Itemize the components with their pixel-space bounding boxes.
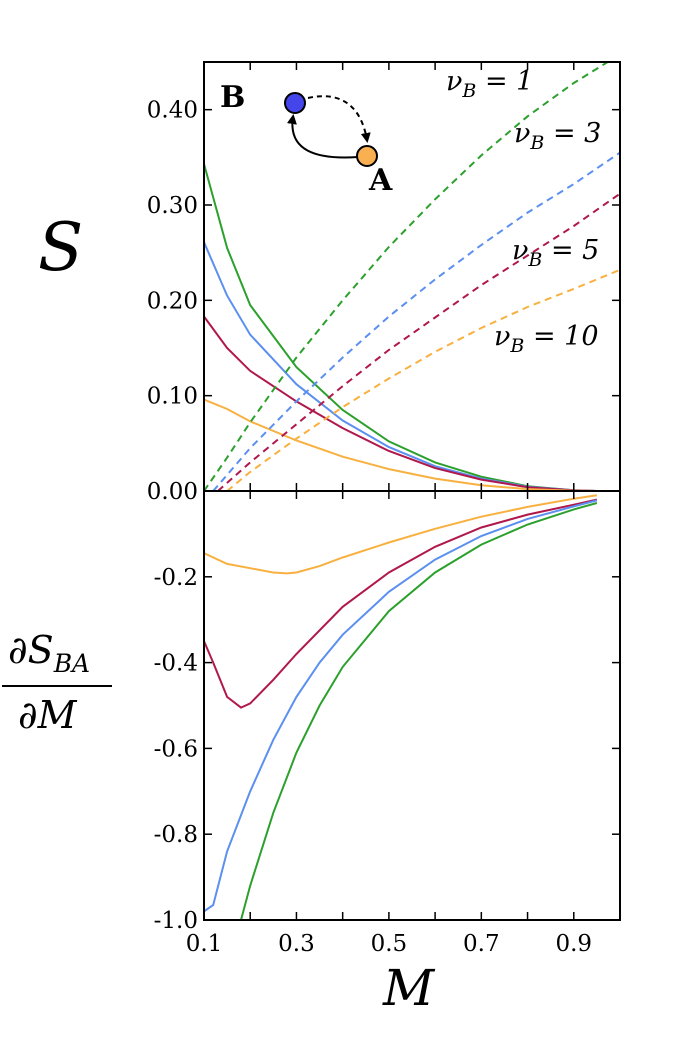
annotation-nub3-rest: = 3 bbox=[544, 118, 601, 149]
top-ylabel: S bbox=[38, 209, 83, 286]
annotation-nub10-base: ν bbox=[494, 321, 510, 352]
series-line-dashed_nuB5 bbox=[217, 192, 620, 491]
y-tick-label: -0.6 bbox=[154, 736, 198, 762]
annotation-nub5-base: ν bbox=[512, 235, 528, 266]
series-line-solid_nuB3 bbox=[204, 241, 597, 491]
inset-node-a-label: A bbox=[368, 163, 393, 198]
series-line-solid_nuB5 bbox=[204, 315, 597, 491]
x-tick-label: 0.1 bbox=[186, 931, 223, 957]
bottom-ylabel-num-base: ∂S bbox=[8, 628, 54, 672]
series-line-deriv_nuB1 bbox=[240, 502, 598, 920]
annotation-nub3-sub: B bbox=[529, 132, 544, 154]
y-tick-label: -0.2 bbox=[154, 565, 198, 591]
annotation-nub5: νB = 5 bbox=[512, 235, 599, 271]
top-xticks bbox=[203, 62, 575, 491]
annotation-nub10-sub: B bbox=[509, 335, 524, 357]
annotation-nub10: νB = 10 bbox=[494, 321, 599, 357]
bottom-yticks: -1.0 -0.8 -0.6 -0.4 -0.2 bbox=[154, 565, 620, 934]
y-tick-label: -1.0 bbox=[154, 908, 198, 934]
x-axis-label: M bbox=[382, 959, 436, 1017]
top-yticks: 0.00 0.10 0.20 0.30 0.40 bbox=[147, 98, 620, 505]
bottom-plot-frame bbox=[203, 490, 621, 921]
bottom-series-group bbox=[204, 494, 598, 920]
annotation-nub3: νB = 3 bbox=[514, 118, 601, 154]
y-tick-label: 0.10 bbox=[147, 384, 198, 410]
annotation-nub3-base: ν bbox=[514, 118, 530, 149]
bottom-ylabel-numerator: ∂SBA bbox=[8, 628, 90, 678]
series-line-dashed_nuB10 bbox=[226, 268, 620, 491]
annotation-nub5-sub: B bbox=[527, 249, 542, 271]
x-tick-label: 0.9 bbox=[555, 931, 592, 957]
annotation-nub1-sub: B bbox=[461, 80, 476, 102]
top-series-group bbox=[204, 62, 620, 491]
inset-node-a bbox=[356, 145, 378, 167]
x-tick-label: 0.7 bbox=[463, 931, 500, 957]
bottom-xticks: 0.1 0.3 0.5 0.7 0.9 bbox=[186, 491, 592, 957]
series-line-deriv_nuB5 bbox=[204, 498, 598, 709]
annotation-nub1: νB = 1 bbox=[446, 66, 533, 102]
y-tick-label: -0.8 bbox=[154, 822, 198, 848]
y-tick-label: 0.40 bbox=[147, 98, 198, 124]
bottom-panel: -1.0 -0.8 -0.6 -0.4 -0.2 0.1 0.3 0.5 0.7 0.9 bbox=[154, 490, 621, 957]
annotation-nub10-rest: = 10 bbox=[524, 321, 598, 352]
series-line-solid_nuB10 bbox=[204, 398, 597, 491]
inset-schematic: A bbox=[284, 92, 393, 198]
series-line-dashed_nuB3 bbox=[212, 151, 620, 491]
x-tick-label: 0.3 bbox=[278, 931, 315, 957]
x-tick-label: 0.5 bbox=[371, 931, 408, 957]
bottom-ylabel: ∂SBA ∂M bbox=[2, 628, 112, 737]
annotation-nub1-rest: = 1 bbox=[476, 66, 533, 97]
bottom-ylabel-num-sub: BA bbox=[53, 649, 90, 678]
annotation-nub5-rest: = 5 bbox=[542, 235, 599, 266]
y-tick-label: -0.4 bbox=[154, 651, 198, 677]
inset-solid-arrow bbox=[287, 114, 359, 159]
annotation-nub1-base: ν bbox=[446, 66, 462, 97]
series-line-dashed_nuB1 bbox=[204, 62, 610, 491]
bottom-ylabel-denominator: ∂M bbox=[18, 693, 78, 737]
y-tick-label: 0.30 bbox=[147, 193, 198, 219]
y-tick-label: 0.00 bbox=[147, 479, 198, 505]
top-panel: 0.000.100.200.300.40 B A νB = 1 νB = 3 ν… bbox=[147, 61, 621, 505]
series-line-deriv_nuB10 bbox=[204, 494, 598, 575]
y-tick-label: 0.20 bbox=[147, 288, 198, 314]
inset-node-b bbox=[284, 92, 306, 114]
series-line-deriv_nuB3 bbox=[204, 499, 598, 913]
inset-dashed-arrow bbox=[307, 95, 371, 143]
panel-letter: B bbox=[220, 80, 245, 115]
